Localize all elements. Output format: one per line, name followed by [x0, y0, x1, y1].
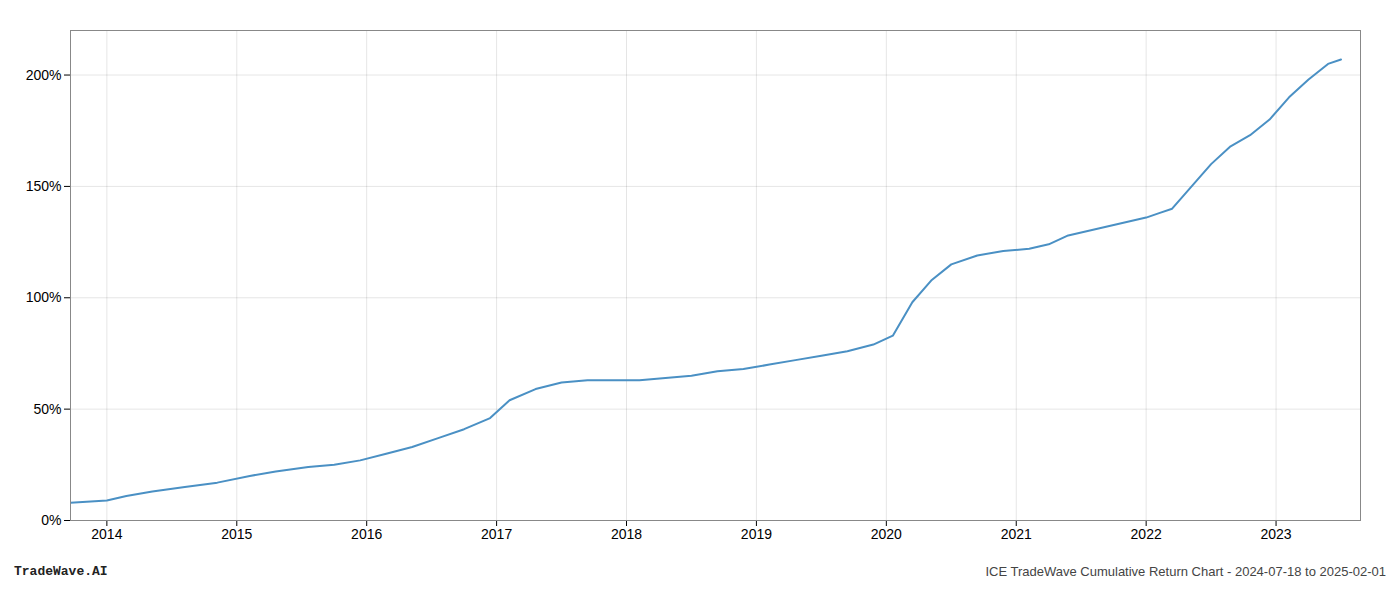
svg-text:2019: 2019	[741, 526, 772, 542]
svg-text:2014: 2014	[91, 526, 122, 542]
html-text:TradeWave.AI: TradeWave.AI	[14, 564, 108, 579]
svg-text:100%: 100%	[26, 289, 62, 305]
html-text:ICE TradeWave Cumulative Retur: ICE TradeWave Cumulative Return Chart - …	[985, 564, 1386, 579]
svg-text:50%: 50%	[33, 401, 61, 417]
svg-text:2021: 2021	[1001, 526, 1032, 542]
svg-text:2022: 2022	[1131, 526, 1162, 542]
svg-text:150%: 150%	[26, 178, 62, 194]
svg-text:200%: 200%	[26, 67, 62, 83]
svg-text:2015: 2015	[221, 526, 252, 542]
svg-text:2018: 2018	[611, 526, 642, 542]
svg-text:2020: 2020	[871, 526, 902, 542]
svg-text:0%: 0%	[41, 512, 61, 528]
svg-text:2023: 2023	[1260, 526, 1291, 542]
svg-text:2016: 2016	[351, 526, 382, 542]
svg-text:2017: 2017	[481, 526, 512, 542]
